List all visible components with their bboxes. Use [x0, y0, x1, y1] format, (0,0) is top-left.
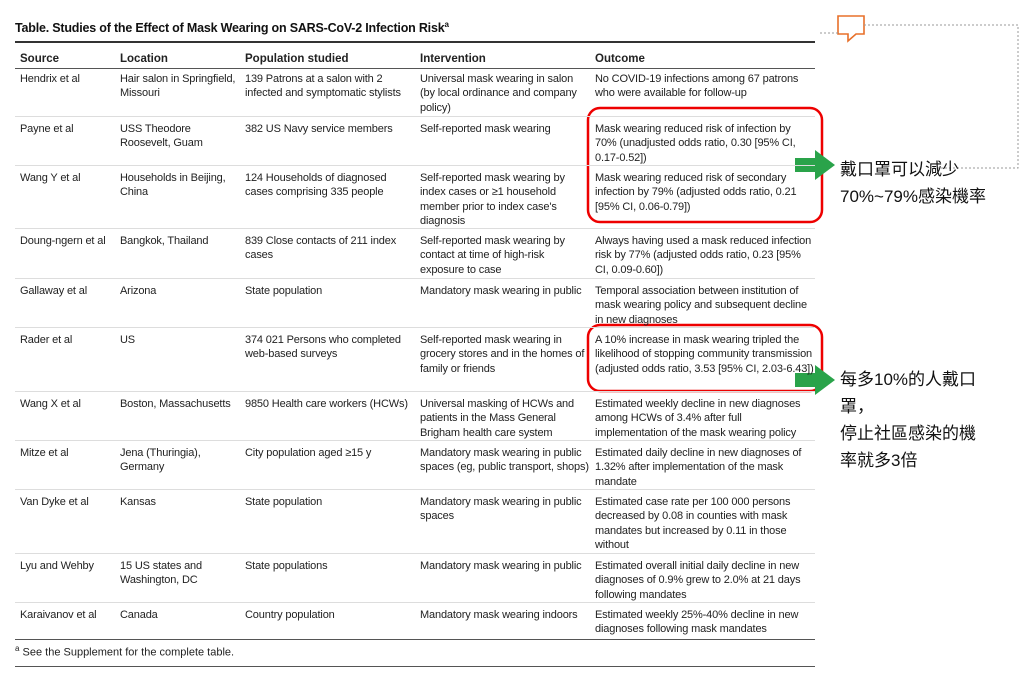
row-rule — [15, 489, 815, 490]
table-cell: Arizona — [120, 285, 157, 297]
title: Table. Studies of the Effect of Mask Wea… — [15, 21, 445, 36]
comment-icon — [837, 15, 865, 43]
column-header: Intervention — [420, 53, 486, 65]
annotation-line: 率就多3倍 — [840, 451, 918, 470]
table-cell: Country population — [245, 609, 335, 621]
arrow — [795, 365, 835, 395]
table-cell: Lyu and Wehby — [20, 560, 94, 572]
table-cell: Mask wearing reduced risk of secondary i… — [595, 172, 797, 213]
title-note: a — [444, 20, 449, 29]
table-cell: Universal masking of HCWs and patients i… — [420, 398, 574, 439]
table-cell: Estimated daily decline in new diagnoses… — [595, 447, 802, 488]
table-cell: Mandatory mask wearing in public spaces — [420, 496, 582, 523]
table-cell: Wang X et al — [20, 398, 81, 410]
row-rule — [15, 440, 815, 441]
table-cell: Hendrix et al — [20, 73, 80, 85]
table-title: Table. Studies of the Effect of Mask Wea… — [15, 20, 449, 35]
table-cell: Bangkok, Thailand — [120, 235, 209, 247]
table-cell: Always having used a mask reduced infect… — [595, 235, 812, 276]
row-rule — [15, 165, 815, 166]
table-cell: Estimated overall initial daily decline … — [595, 560, 801, 601]
table-cell: 382 US Navy service members — [245, 123, 393, 135]
footnote-text: See the Supplement for the complete tabl… — [22, 646, 235, 659]
comment-line — [820, 24, 1019, 169]
table-cell: Universal mask wearing in salon (by loca… — [420, 73, 577, 114]
row-rule — [15, 391, 815, 392]
table-cell: Mask wearing reduced risk of infection b… — [595, 123, 796, 164]
bottom-rule — [15, 639, 815, 640]
table-cell: Households in Beijing, China — [120, 172, 226, 199]
annotation-line: 70%~79%感染機率 — [840, 187, 986, 206]
top-rule — [15, 41, 815, 43]
table-cell: Jena (Thuringia), Germany — [120, 447, 201, 474]
annotation-line: 罩， — [840, 397, 874, 416]
table-cell: Self-reported mask wearing in grocery st… — [420, 334, 585, 375]
header-rule — [15, 68, 815, 69]
table-cell: 9850 Health care workers (HCWs) — [245, 398, 408, 410]
table-cell: Temporal association between institution… — [595, 285, 807, 326]
table-cell: US — [120, 334, 135, 346]
column-header: Source — [20, 53, 59, 65]
table-cell: Estimated weekly decline in new diagnose… — [595, 398, 801, 439]
table-cell: Karaivanov et al — [20, 609, 97, 621]
table-cell: Mandatory mask wearing indoors — [420, 609, 578, 621]
table-cell: State population — [245, 496, 323, 508]
table-cell: State population — [245, 285, 323, 297]
table-cell: State populations — [245, 560, 328, 572]
annotation-line: 停止社區感染的機 — [840, 424, 976, 443]
footnote: a See the Supplement for the complete ta… — [15, 644, 234, 659]
table-cell: Rader et al — [20, 334, 73, 346]
row-rule — [15, 228, 815, 229]
column-header: Population studied — [245, 53, 349, 65]
table-cell: Self-reported mask wearing by contact at… — [420, 235, 565, 276]
table-cell: USS Theodore Roosevelt, Guam — [120, 123, 203, 150]
table-cell: Gallaway et al — [20, 285, 87, 297]
table-cell: Estimated case rate per 100 000 persons … — [595, 496, 791, 552]
table-cell: Boston, Massachusetts — [120, 398, 231, 410]
table-cell: Mandatory mask wearing in public spaces … — [420, 447, 589, 474]
table-cell: Payne et al — [20, 123, 74, 135]
table-cell: Canada — [120, 609, 158, 621]
row-rule — [15, 327, 815, 328]
annotation-line: 戴口罩可以減少 — [840, 160, 959, 179]
annotation-line: 每多10%的人戴口 — [840, 370, 977, 389]
table-cell: 374 021 Persons who completed web-based … — [245, 334, 401, 361]
row-rule — [15, 553, 815, 554]
table-cell: A 10% increase in mask wearing tripled t… — [595, 334, 814, 375]
table-cell: Hair salon in Springfield, Missouri — [120, 73, 236, 100]
row-rule — [15, 602, 815, 603]
table-cell: Mandatory mask wearing in public — [420, 560, 582, 572]
table-cell: 124 Households of diagnosed cases compri… — [245, 172, 387, 199]
table-cell: 139 Patrons at a salon with 2 infected a… — [245, 73, 401, 100]
column-header: Outcome — [595, 53, 645, 65]
table-cell: City population aged ≥15 y — [245, 447, 372, 459]
table-cell: 15 US states and Washington, DC — [120, 560, 202, 587]
table-cell: Kansas — [120, 496, 156, 508]
table-cell: Wang Y et al — [20, 172, 81, 184]
footnote-mark: a — [15, 644, 20, 653]
end-rule — [15, 666, 815, 667]
table-cell: Self-reported mask wearing — [420, 123, 551, 135]
table-cell: Estimated weekly 25%-40% decline in new … — [595, 609, 799, 635]
table-cell: Doung-ngern et al — [20, 235, 106, 247]
row-rule — [15, 278, 815, 279]
column-header: Location — [120, 53, 168, 65]
table-cell: Mitze et al — [20, 447, 69, 459]
row-rule — [15, 116, 815, 117]
table-cell: Self-reported mask wearing by index case… — [420, 172, 565, 228]
table-cell: No COVID-19 infections among 67 patrons … — [595, 73, 799, 100]
table-cell: 839 Close contacts of 211 index cases — [245, 235, 397, 262]
table-cell: Van Dyke et al — [20, 496, 89, 508]
table-cell: Mandatory mask wearing in public — [420, 285, 582, 297]
arrow — [795, 150, 835, 180]
